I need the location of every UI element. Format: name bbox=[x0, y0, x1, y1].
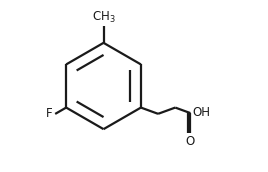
Text: CH$_3$: CH$_3$ bbox=[92, 10, 116, 25]
Text: OH: OH bbox=[192, 106, 210, 119]
Text: O: O bbox=[186, 135, 195, 148]
Text: F: F bbox=[46, 108, 53, 120]
